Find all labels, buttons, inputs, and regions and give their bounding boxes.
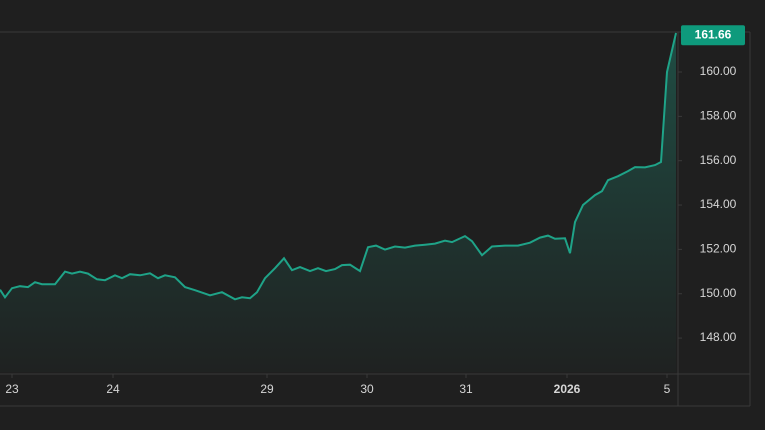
x-tick-label: 24 <box>106 382 120 396</box>
y-tick-label: 154.00 <box>700 197 737 211</box>
last-price-box <box>681 25 745 46</box>
x-tick-label: 29 <box>260 382 274 396</box>
y-tick-label: 158.00 <box>700 109 737 123</box>
y-tick-label: 150.00 <box>700 286 737 300</box>
x-tick-label: 31 <box>459 382 473 396</box>
line <box>0 32 677 301</box>
x-tick-label: 30 <box>360 382 374 396</box>
y-tick-label: 152.00 <box>700 242 737 256</box>
x-tick-label: 5 <box>664 382 671 396</box>
x-tick-label: 2026 <box>554 382 581 396</box>
last-price-label: 161.66 <box>695 27 732 41</box>
y-tick-label: 156.00 <box>700 153 737 167</box>
y-tick-label: 160.00 <box>700 64 737 78</box>
y-tick-label: 148.00 <box>700 330 737 344</box>
area <box>0 33 676 372</box>
x-tick-label: 23 <box>5 382 19 396</box>
